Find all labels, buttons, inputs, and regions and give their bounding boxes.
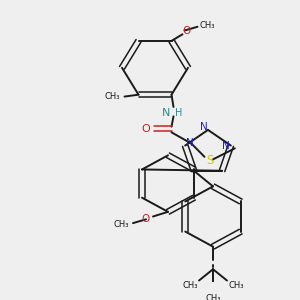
- Text: N: N: [222, 140, 230, 151]
- Text: N: N: [186, 138, 194, 148]
- Text: CH₃: CH₃: [200, 21, 215, 30]
- Text: S: S: [206, 154, 213, 167]
- Text: CH₃: CH₃: [228, 281, 244, 290]
- Text: O: O: [141, 124, 150, 134]
- Text: N: N: [200, 122, 208, 132]
- Text: N: N: [162, 108, 171, 118]
- Text: CH₃: CH₃: [205, 294, 221, 300]
- Text: CH₃: CH₃: [113, 220, 129, 230]
- Text: CH₃: CH₃: [105, 92, 120, 101]
- Text: H: H: [175, 108, 182, 118]
- Text: O: O: [142, 214, 150, 224]
- Text: O: O: [182, 26, 190, 37]
- Text: CH₃: CH₃: [182, 281, 198, 290]
